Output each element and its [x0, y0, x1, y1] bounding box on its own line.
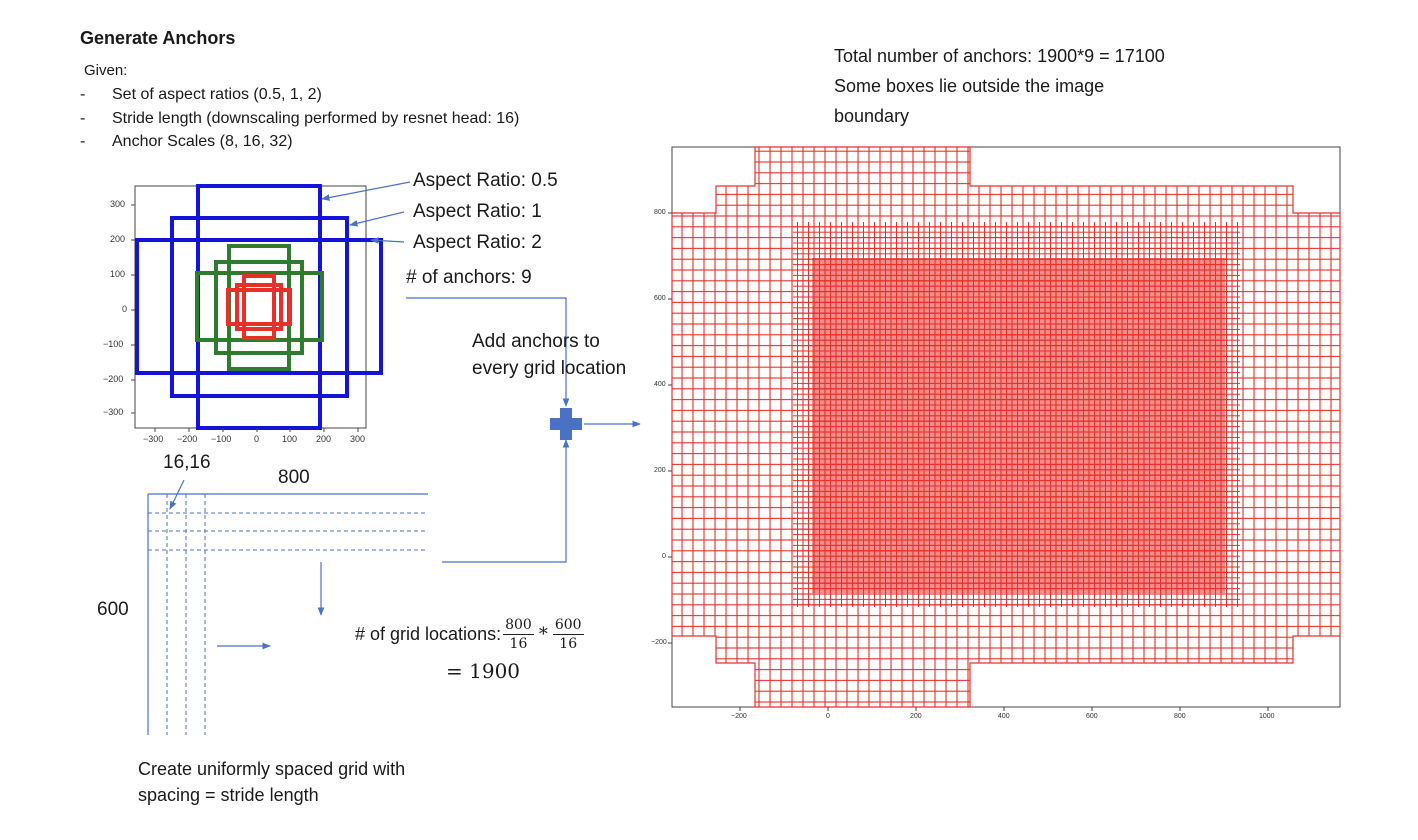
plus-connectors: [406, 297, 641, 563]
grid-height-label: 600: [97, 599, 129, 620]
fraction-height: 600 16: [552, 616, 584, 653]
grid-dashed-lines: [148, 494, 428, 735]
add-anchors-line-2: every grid location: [472, 358, 627, 379]
connector-grid-to-plus: [442, 439, 570, 563]
grid-width-label: 800: [278, 467, 310, 488]
stride-grid: [147, 479, 428, 735]
grid-corner-label: 16,16: [163, 452, 211, 473]
grid-caption-line-2: spacing = stride length: [138, 785, 319, 805]
tick-label: 0: [254, 434, 260, 444]
tick-label: 1000: [1259, 713, 1275, 720]
big-plot-ticks: [668, 212, 1269, 711]
all-anchors-plot: [668, 146, 1341, 711]
small-box-wide: [226, 288, 292, 326]
tick-label: 0: [122, 304, 128, 314]
anchor-dense-core-lines: [812, 258, 1225, 593]
small-plot-frame: [134, 185, 367, 429]
label-aspect-ratio-2: Aspect Ratio: 2: [413, 232, 542, 253]
grid-caption-line-1: Create uniformly spaced grid with: [138, 759, 406, 779]
bullet-aspect-ratios: Set of aspect ratios (0.5, 1, 2): [112, 86, 322, 103]
small-anchor-boxes: [226, 274, 292, 340]
anchor-box-ratio-1: [170, 216, 349, 398]
tick-label: 200: [654, 467, 666, 474]
fraction-numerator: 800: [503, 617, 534, 635]
fraction-denominator: 16: [509, 636, 528, 652]
add-anchors-line-1: Add anchors to: [472, 331, 600, 352]
fraction-numerator: 600: [552, 617, 584, 635]
total-anchors-line-1: Total number of anchors: 1900*9 = 17100: [834, 46, 1165, 66]
tick-label: −100: [211, 434, 232, 444]
fraction-width: 800 16: [503, 616, 534, 653]
tick-label: 400: [998, 713, 1010, 720]
fraction-denominator: 16: [559, 636, 578, 652]
tick-label: 600: [1086, 713, 1098, 720]
tick-label: 400: [654, 381, 666, 388]
grid-locations-label: # of grid locations:: [355, 624, 502, 644]
page-title: Generate Anchors: [80, 28, 236, 48]
arrow-corner-16: [169, 479, 185, 510]
tick-label: −300: [103, 407, 124, 417]
tick-label: 300: [110, 199, 126, 209]
bullet-stride-length: Stride length (downscaling performed by …: [112, 109, 520, 127]
tick-label: 200: [110, 234, 126, 244]
small-anchor-plot: [131, 184, 383, 432]
total-anchors-line-3: boundary: [834, 106, 910, 126]
tick-label: 100: [110, 269, 126, 279]
plus-icon: [550, 408, 582, 440]
small-box-tall: [242, 274, 276, 340]
medium-box-square: [214, 260, 304, 355]
grid-locations-formula: # of grid locations: 800 16 * 600 16: [355, 616, 586, 653]
total-anchors-line-2: Some boxes lie outside the image: [834, 76, 1105, 96]
times-sign: *: [538, 624, 548, 645]
connector-anchors-to-plus: [406, 297, 570, 407]
tick-label: 200: [316, 434, 332, 444]
tick-label: −100: [103, 339, 124, 349]
tick-label: 0: [826, 713, 830, 720]
grid-locations-result: = 1900: [446, 659, 521, 683]
tick-label: 800: [654, 209, 666, 216]
given-label: Given:: [84, 62, 128, 79]
anchors-count-label: # of anchors: 9: [406, 267, 532, 288]
arrow-ratio-0-5: [321, 181, 411, 201]
small-box-square: [235, 283, 283, 331]
tick-label: 600: [654, 295, 666, 302]
tick-label: 800: [1174, 713, 1186, 720]
tick-label: 300: [350, 434, 366, 444]
tick-label: 200: [910, 713, 922, 720]
list-item: - Stride length (downscaling performed by…: [80, 109, 520, 127]
arrow-ratio-2: [370, 237, 405, 244]
bullet-anchor-scales: Anchor Scales (8, 16, 32): [112, 133, 293, 150]
tick-label: −200: [651, 639, 667, 646]
small-plot-ticks: [131, 204, 359, 432]
tick-label: 100: [282, 434, 298, 444]
anchor-box-ratio-2: [135, 238, 383, 375]
arrow-ratio-1: [349, 211, 405, 227]
tick-label: −200: [731, 713, 747, 720]
tick-label: −300: [143, 434, 164, 444]
aspect-label-arrows: [321, 181, 411, 244]
list-item: - Set of aspect ratios (0.5, 1, 2): [80, 86, 322, 103]
list-item: - Anchor Scales (8, 16, 32): [80, 133, 293, 150]
tick-label: −200: [177, 434, 198, 444]
label-aspect-ratio-0-5: Aspect Ratio: 0.5: [413, 170, 558, 191]
tick-label: 0: [662, 553, 666, 560]
given-list: - Set of aspect ratios (0.5, 1, 2) - Strid…: [80, 86, 519, 157]
tick-label: −200: [103, 374, 124, 384]
label-aspect-ratio-1: Aspect Ratio: 1: [413, 201, 542, 222]
